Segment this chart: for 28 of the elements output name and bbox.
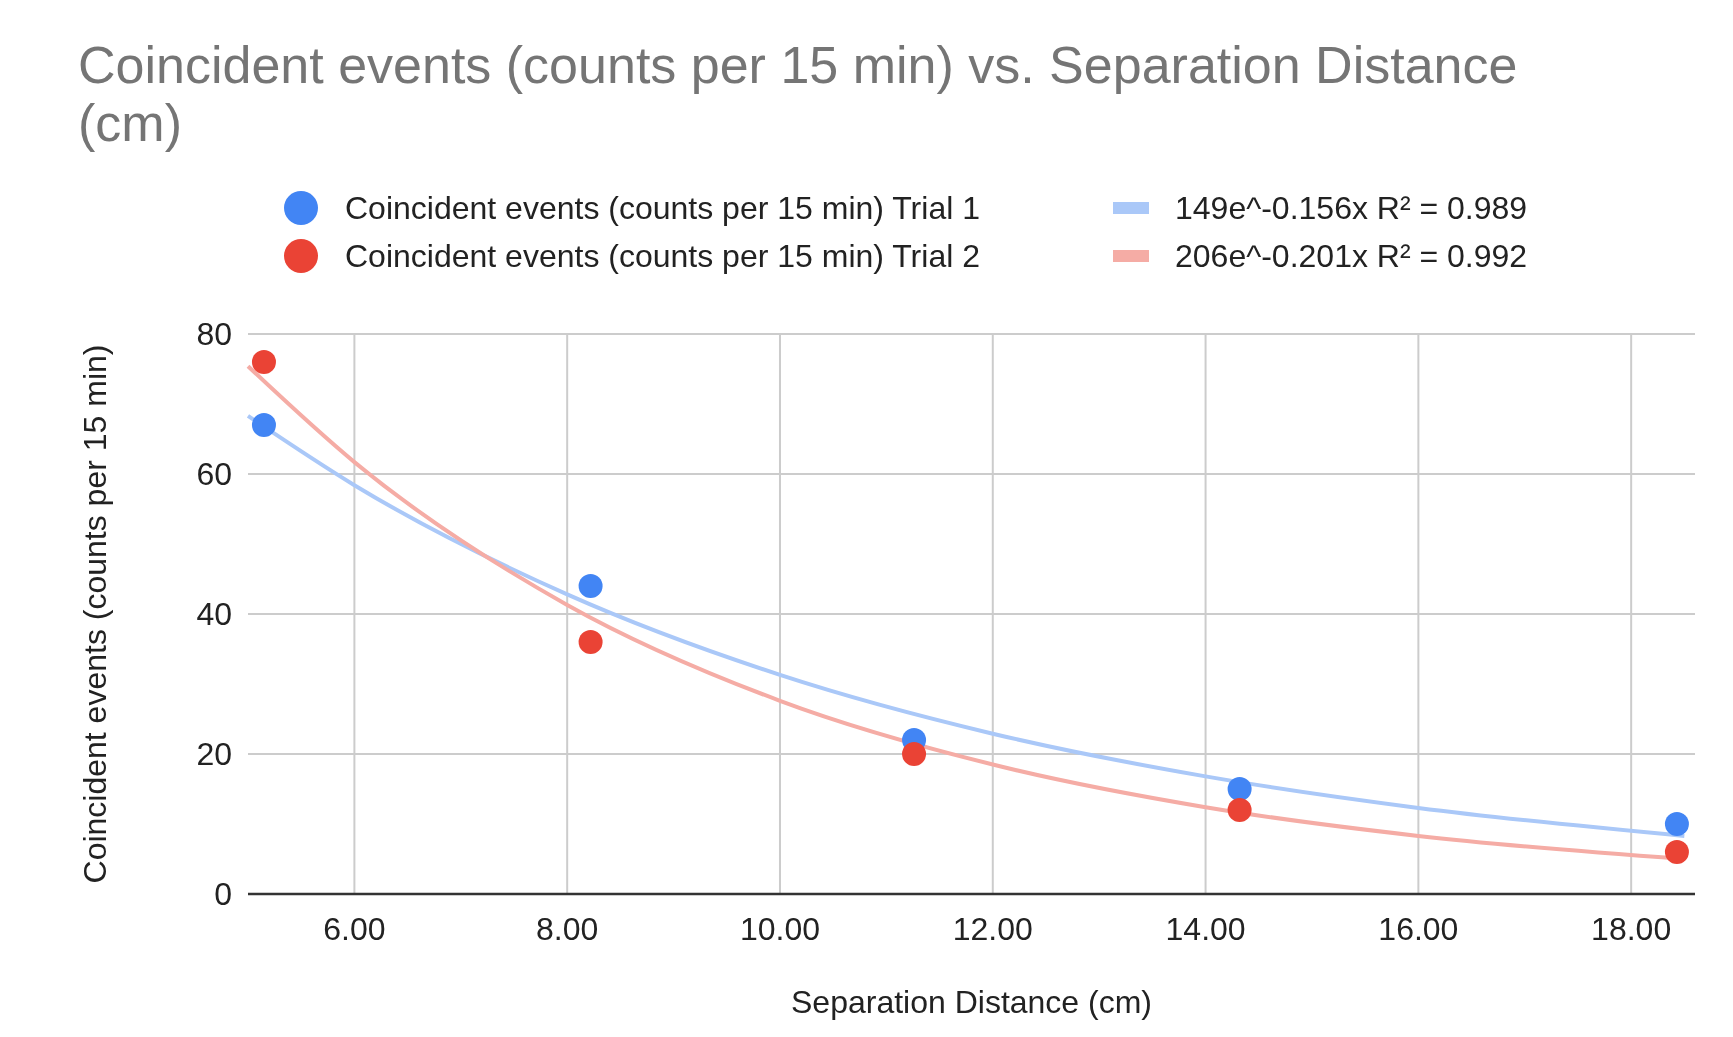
legend-label: Coincident events (counts per 15 min) Trial 1 bbox=[345, 190, 980, 227]
legend-label: 149e^-0.156x R² = 0.989 bbox=[1175, 190, 1528, 227]
point bbox=[578, 574, 603, 598]
legend-label: 206e^-0.201x R² = 0.992 bbox=[1175, 238, 1528, 275]
point bbox=[1227, 798, 1252, 822]
x-tick-label: 8.00 bbox=[536, 911, 599, 947]
point bbox=[1664, 812, 1689, 836]
point bbox=[251, 350, 276, 374]
point bbox=[578, 630, 603, 654]
y-axis-title: Coincident events (counts per 15 min) bbox=[77, 344, 113, 884]
y-tick-label: 0 bbox=[214, 876, 232, 913]
y-tick-label: 20 bbox=[196, 736, 232, 773]
legend-label: Coincident events (counts per 15 min) Trial 2 bbox=[345, 238, 980, 275]
y-tick-label: 40 bbox=[196, 596, 232, 633]
point bbox=[251, 413, 276, 437]
x-tick-label: 14.00 bbox=[1165, 911, 1246, 947]
y-tick-label: 80 bbox=[196, 316, 232, 353]
x-tick-label: 18.00 bbox=[1591, 911, 1672, 947]
x-tick-label: 10.00 bbox=[739, 911, 821, 947]
x-tick-label: 16.00 bbox=[1378, 911, 1459, 947]
point bbox=[902, 742, 927, 766]
point bbox=[1227, 777, 1252, 801]
y-tick-label: 60 bbox=[196, 456, 232, 493]
chart-title: Coincident events (counts per 15 min) vs. Separation Distance (cm) bbox=[78, 36, 1518, 152]
x-axis-title: Separation Distance (cm) bbox=[790, 984, 1153, 1020]
x-tick-label: 12.00 bbox=[952, 911, 1033, 947]
point bbox=[1664, 840, 1689, 864]
x-tick-label: 6.00 bbox=[323, 911, 386, 947]
